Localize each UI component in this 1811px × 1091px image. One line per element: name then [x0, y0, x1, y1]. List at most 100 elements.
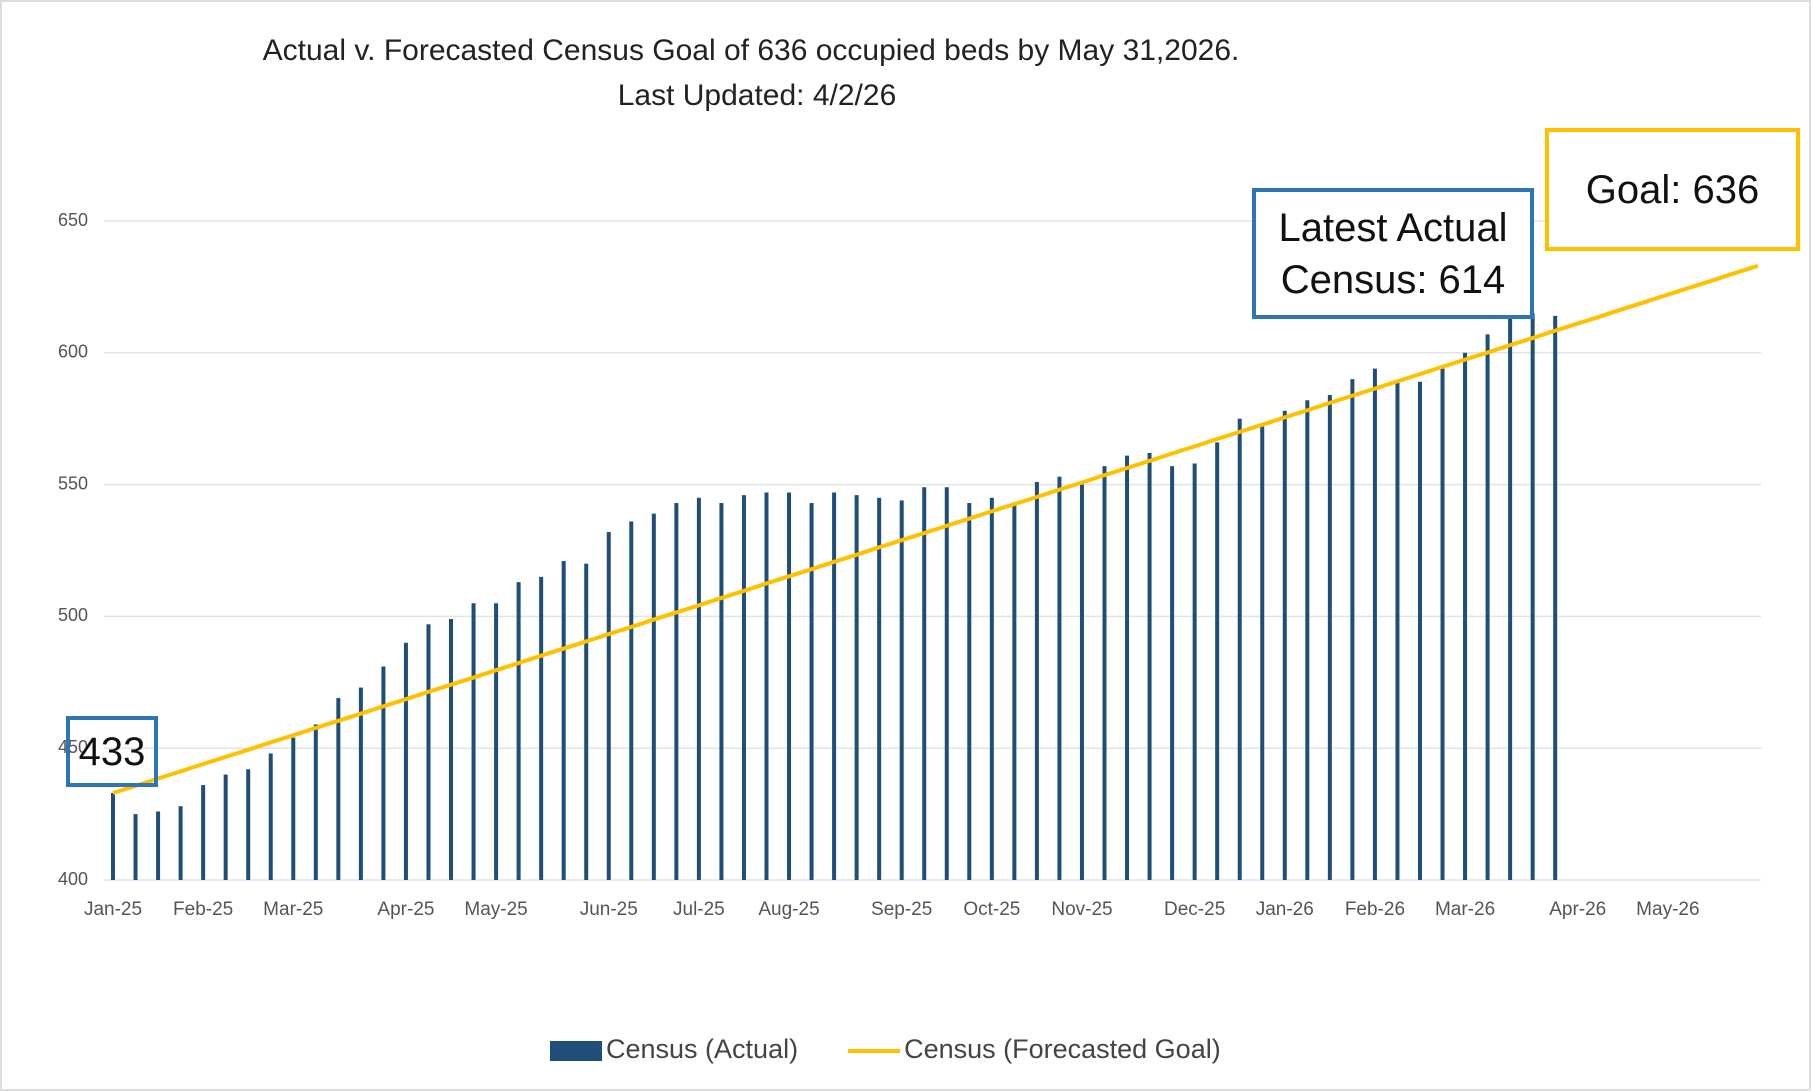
bar [651, 513, 656, 880]
annotation-text: Goal: 636 [1545, 128, 1800, 251]
bar [1237, 418, 1242, 880]
bar [832, 492, 837, 880]
bar [1192, 463, 1197, 880]
bar [1305, 400, 1310, 880]
x-tick-label: Dec-25 [1164, 899, 1225, 920]
x-tick-label: Aug-25 [758, 899, 819, 920]
x-tick-label: Jun-25 [580, 899, 638, 920]
bar [1372, 368, 1377, 880]
bar [426, 624, 431, 880]
bar [291, 737, 296, 880]
bar [787, 492, 792, 880]
bar [516, 582, 521, 880]
y-tick-label: 550 [58, 473, 88, 493]
bar [246, 769, 251, 880]
x-tick-label: Sep-25 [871, 899, 932, 920]
bar [922, 487, 927, 880]
bar [403, 642, 408, 880]
annotation: Latest Actual Census: 614 [1252, 188, 1534, 319]
bar [809, 503, 814, 880]
bar [268, 753, 273, 880]
x-tick-label: Feb-26 [1345, 899, 1405, 920]
bar [1485, 334, 1490, 880]
y-tick-label: 500 [58, 605, 88, 625]
bar [1530, 313, 1535, 880]
chart-subtitle: Last Updated: 4/2/26 [618, 79, 897, 112]
bar [854, 495, 859, 880]
bar [1463, 352, 1468, 880]
bar [223, 774, 228, 880]
bar [899, 500, 904, 880]
bar [1170, 466, 1175, 880]
bar [1553, 315, 1558, 880]
bar [1125, 455, 1130, 880]
y-tick-label: 450 [58, 737, 88, 757]
bar [1260, 426, 1265, 880]
bar [178, 806, 183, 880]
bar [1215, 442, 1220, 880]
x-tick-label: Apr-26 [1549, 899, 1606, 920]
bar [313, 724, 318, 880]
bar [1417, 381, 1422, 880]
bar [1012, 505, 1017, 880]
annotation: Goal: 636 [1545, 128, 1800, 251]
bar [381, 666, 386, 880]
bar [1147, 452, 1152, 880]
bar [606, 532, 611, 880]
x-tick-label: May-25 [464, 899, 527, 920]
bar [1508, 318, 1513, 881]
bar [561, 561, 566, 880]
bar [471, 603, 476, 880]
annotation-text: 433 [66, 716, 158, 787]
bar [719, 503, 724, 880]
bar [1079, 484, 1084, 880]
x-tick-label: Jan-26 [1256, 899, 1314, 920]
x-tick-label: May-26 [1636, 899, 1699, 920]
bar [674, 503, 679, 880]
bar [696, 497, 701, 880]
bar [494, 603, 499, 880]
bar [201, 785, 206, 880]
bar [1057, 476, 1062, 880]
legend-swatch [550, 1041, 602, 1061]
x-tick-label: Nov-25 [1051, 899, 1112, 920]
bar [967, 503, 972, 880]
bar [1350, 379, 1355, 880]
bar [1282, 410, 1287, 880]
bar [989, 497, 994, 880]
bar [156, 811, 161, 880]
y-tick-label: 400 [58, 869, 88, 889]
x-tick-label: Mar-26 [1435, 899, 1495, 920]
x-tick-label: Feb-25 [173, 899, 233, 920]
bar [336, 698, 341, 880]
bar [944, 487, 949, 880]
y-tick-label: 650 [58, 210, 88, 230]
bar [111, 793, 115, 880]
annotation: 433 [66, 716, 158, 787]
bar [1395, 381, 1400, 880]
bar [358, 687, 363, 880]
chart-title: Actual v. Forecasted Census Goal of 636 … [263, 34, 1240, 67]
bar [1440, 368, 1445, 880]
bar [449, 619, 454, 880]
x-tick-label: Mar-25 [263, 899, 323, 920]
bar [741, 495, 746, 880]
bar [764, 492, 769, 880]
x-tick-label: Jul-25 [673, 899, 725, 920]
x-tick-label: Oct-25 [963, 899, 1020, 920]
legend-label: Census (Forecasted Goal) [904, 1034, 1221, 1064]
y-tick-label: 600 [58, 342, 88, 362]
bar [629, 521, 634, 880]
bar [133, 814, 138, 880]
x-tick-label: Jan-25 [84, 899, 142, 920]
bar [1102, 466, 1107, 880]
forecast-line [112, 263, 1759, 795]
bar [1034, 481, 1039, 880]
bar [584, 563, 589, 880]
bar [539, 576, 544, 880]
legend-label: Census (Actual) [606, 1034, 798, 1064]
bar [877, 497, 882, 880]
